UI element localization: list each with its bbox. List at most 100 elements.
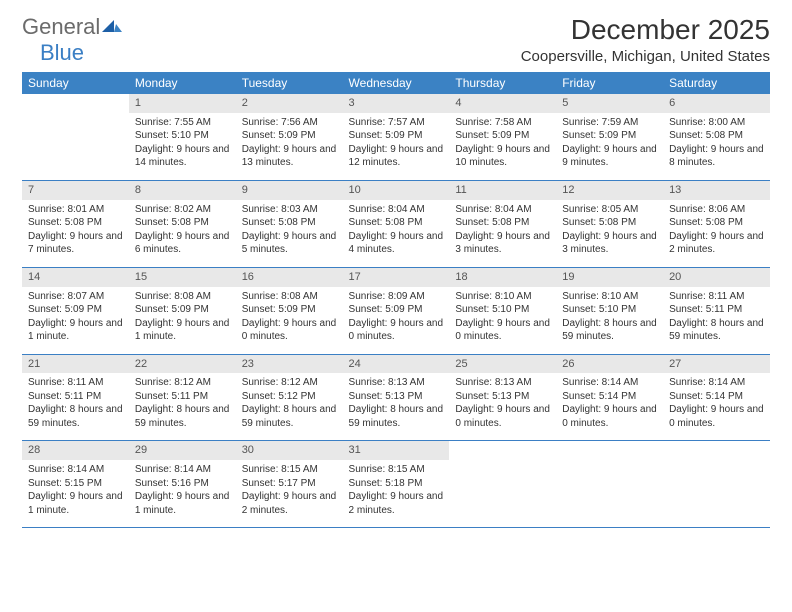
weekday-header: Tuesday [236, 72, 343, 94]
day-detail-cell: Sunrise: 8:11 AMSunset: 5:11 PMDaylight:… [663, 287, 770, 355]
day-number-cell: 31 [343, 441, 450, 460]
day-detail-cell: Sunrise: 8:07 AMSunset: 5:09 PMDaylight:… [22, 287, 129, 355]
day-detail-cell: Sunrise: 8:14 AMSunset: 5:14 PMDaylight:… [556, 373, 663, 441]
day-detail-cell: Sunrise: 7:56 AMSunset: 5:09 PMDaylight:… [236, 113, 343, 181]
day-detail-cell: Sunrise: 8:12 AMSunset: 5:11 PMDaylight:… [129, 373, 236, 441]
day-detail-cell [22, 113, 129, 181]
day-detail-row: Sunrise: 8:07 AMSunset: 5:09 PMDaylight:… [22, 287, 770, 355]
day-detail-cell: Sunrise: 8:02 AMSunset: 5:08 PMDaylight:… [129, 200, 236, 268]
day-detail-cell: Sunrise: 8:06 AMSunset: 5:08 PMDaylight:… [663, 200, 770, 268]
day-detail-row: Sunrise: 8:11 AMSunset: 5:11 PMDaylight:… [22, 373, 770, 441]
weekday-row: SundayMondayTuesdayWednesdayThursdayFrid… [22, 72, 770, 94]
day-number-row: 123456 [22, 94, 770, 113]
calendar-head: SundayMondayTuesdayWednesdayThursdayFrid… [22, 72, 770, 94]
day-number-cell: 3 [343, 94, 450, 113]
day-number-cell: 18 [449, 267, 556, 286]
day-number-cell: 8 [129, 180, 236, 199]
day-detail-row: Sunrise: 8:14 AMSunset: 5:15 PMDaylight:… [22, 460, 770, 528]
day-number-cell: 28 [22, 441, 129, 460]
day-number-cell: 22 [129, 354, 236, 373]
day-detail-row: Sunrise: 7:55 AMSunset: 5:10 PMDaylight:… [22, 113, 770, 181]
day-detail-cell: Sunrise: 8:00 AMSunset: 5:08 PMDaylight:… [663, 113, 770, 181]
day-detail-cell: Sunrise: 8:14 AMSunset: 5:15 PMDaylight:… [22, 460, 129, 528]
day-detail-cell: Sunrise: 8:10 AMSunset: 5:10 PMDaylight:… [556, 287, 663, 355]
day-detail-cell [663, 460, 770, 528]
day-number-cell: 23 [236, 354, 343, 373]
day-detail-cell: Sunrise: 8:01 AMSunset: 5:08 PMDaylight:… [22, 200, 129, 268]
day-detail-cell: Sunrise: 7:55 AMSunset: 5:10 PMDaylight:… [129, 113, 236, 181]
day-number-cell: 5 [556, 94, 663, 113]
calendar-body: 123456 Sunrise: 7:55 AMSunset: 5:10 PMDa… [22, 94, 770, 528]
day-number-cell: 16 [236, 267, 343, 286]
day-number-cell: 21 [22, 354, 129, 373]
month-title: December 2025 [521, 14, 770, 46]
logo-word2: Blue [40, 40, 84, 65]
day-number-cell: 9 [236, 180, 343, 199]
day-detail-cell: Sunrise: 8:15 AMSunset: 5:17 PMDaylight:… [236, 460, 343, 528]
logo: General Blue [22, 14, 122, 66]
day-number-row: 78910111213 [22, 180, 770, 199]
day-detail-cell: Sunrise: 7:57 AMSunset: 5:09 PMDaylight:… [343, 113, 450, 181]
day-number-cell: 17 [343, 267, 450, 286]
day-number-cell: 12 [556, 180, 663, 199]
calendar-page: General Blue December 2025 Coopersville,… [0, 0, 792, 542]
day-detail-cell [556, 460, 663, 528]
day-detail-cell: Sunrise: 8:03 AMSunset: 5:08 PMDaylight:… [236, 200, 343, 268]
day-number-cell: 11 [449, 180, 556, 199]
day-detail-cell: Sunrise: 8:13 AMSunset: 5:13 PMDaylight:… [343, 373, 450, 441]
day-detail-cell [449, 460, 556, 528]
day-number-cell [22, 94, 129, 113]
day-detail-cell: Sunrise: 7:59 AMSunset: 5:09 PMDaylight:… [556, 113, 663, 181]
day-number-cell: 30 [236, 441, 343, 460]
day-detail-cell: Sunrise: 8:14 AMSunset: 5:16 PMDaylight:… [129, 460, 236, 528]
location: Coopersville, Michigan, United States [521, 48, 770, 65]
day-number-row: 14151617181920 [22, 267, 770, 286]
day-detail-cell: Sunrise: 8:08 AMSunset: 5:09 PMDaylight:… [129, 287, 236, 355]
day-number-cell [449, 441, 556, 460]
day-detail-cell: Sunrise: 8:04 AMSunset: 5:08 PMDaylight:… [449, 200, 556, 268]
day-detail-cell: Sunrise: 7:58 AMSunset: 5:09 PMDaylight:… [449, 113, 556, 181]
day-detail-cell: Sunrise: 8:05 AMSunset: 5:08 PMDaylight:… [556, 200, 663, 268]
day-detail-cell: Sunrise: 8:13 AMSunset: 5:13 PMDaylight:… [449, 373, 556, 441]
logo-word1: General [22, 14, 100, 39]
day-number-cell: 1 [129, 94, 236, 113]
logo-sail-icon [102, 18, 122, 39]
day-number-row: 21222324252627 [22, 354, 770, 373]
weekday-header: Thursday [449, 72, 556, 94]
calendar-table: SundayMondayTuesdayWednesdayThursdayFrid… [22, 72, 770, 528]
day-number-cell: 4 [449, 94, 556, 113]
weekday-header: Wednesday [343, 72, 450, 94]
day-number-cell: 7 [22, 180, 129, 199]
day-number-row: 28293031 [22, 441, 770, 460]
day-detail-cell: Sunrise: 8:15 AMSunset: 5:18 PMDaylight:… [343, 460, 450, 528]
day-detail-cell: Sunrise: 8:08 AMSunset: 5:09 PMDaylight:… [236, 287, 343, 355]
day-number-cell: 27 [663, 354, 770, 373]
day-number-cell: 24 [343, 354, 450, 373]
day-number-cell [663, 441, 770, 460]
day-number-cell: 2 [236, 94, 343, 113]
day-number-cell: 25 [449, 354, 556, 373]
day-detail-cell: Sunrise: 8:09 AMSunset: 5:09 PMDaylight:… [343, 287, 450, 355]
day-number-cell: 20 [663, 267, 770, 286]
weekday-header: Sunday [22, 72, 129, 94]
day-number-cell: 6 [663, 94, 770, 113]
day-detail-row: Sunrise: 8:01 AMSunset: 5:08 PMDaylight:… [22, 200, 770, 268]
day-number-cell: 29 [129, 441, 236, 460]
day-number-cell: 19 [556, 267, 663, 286]
day-number-cell: 14 [22, 267, 129, 286]
weekday-header: Monday [129, 72, 236, 94]
weekday-header: Friday [556, 72, 663, 94]
header: General Blue December 2025 Coopersville,… [22, 14, 770, 66]
day-detail-cell: Sunrise: 8:11 AMSunset: 5:11 PMDaylight:… [22, 373, 129, 441]
logo-text: General Blue [22, 14, 122, 66]
weekday-header: Saturday [663, 72, 770, 94]
day-detail-cell: Sunrise: 8:10 AMSunset: 5:10 PMDaylight:… [449, 287, 556, 355]
day-detail-cell: Sunrise: 8:04 AMSunset: 5:08 PMDaylight:… [343, 200, 450, 268]
day-number-cell: 15 [129, 267, 236, 286]
title-block: December 2025 Coopersville, Michigan, Un… [521, 14, 770, 65]
day-number-cell: 13 [663, 180, 770, 199]
day-number-cell: 26 [556, 354, 663, 373]
day-detail-cell: Sunrise: 8:14 AMSunset: 5:14 PMDaylight:… [663, 373, 770, 441]
day-number-cell: 10 [343, 180, 450, 199]
day-number-cell [556, 441, 663, 460]
